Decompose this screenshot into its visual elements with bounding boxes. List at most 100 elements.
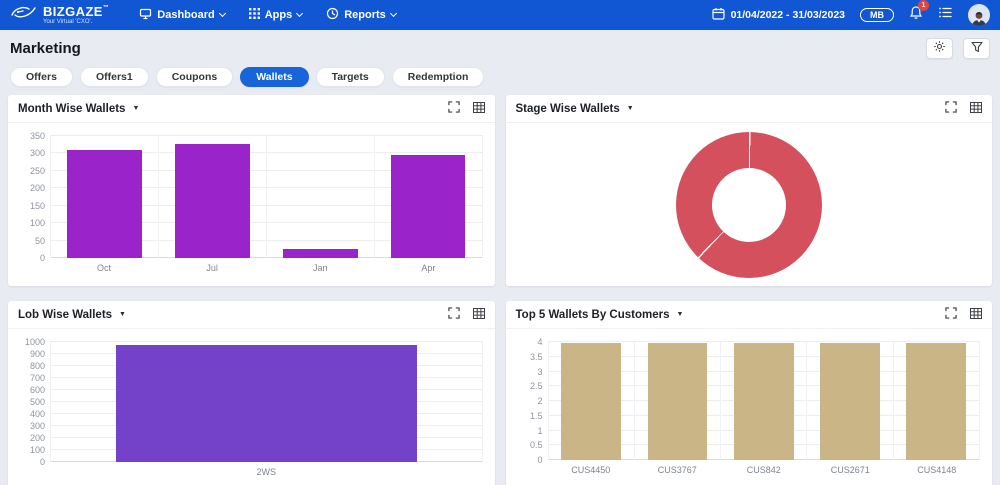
gear-icon bbox=[933, 40, 946, 58]
bar-2WS[interactable] bbox=[115, 345, 417, 462]
bar-CUS2671[interactable] bbox=[820, 342, 880, 460]
x-axis-label: CUS4148 bbox=[917, 465, 957, 475]
x-axis-label: Jul bbox=[206, 263, 218, 273]
card-title: Top 5 Wallets By Customers bbox=[515, 308, 670, 321]
bar-CUS4450[interactable] bbox=[561, 342, 621, 460]
tab-redemption[interactable]: Redemption bbox=[391, 67, 485, 87]
bar-CUS4148[interactable] bbox=[906, 342, 967, 460]
page-title: Marketing bbox=[10, 40, 81, 57]
gridline: 350 bbox=[30, 131, 483, 141]
y-axis-tick: 50 bbox=[34, 235, 45, 246]
tab-offers1[interactable]: Offers1 bbox=[79, 67, 149, 87]
plot-area: 0 100 200 300 400 500 600 700 800 900 1000 bbox=[25, 337, 483, 467]
y-axis-tick: 400 bbox=[29, 409, 45, 419]
user-avatar[interactable] bbox=[968, 4, 990, 26]
settings-button[interactable] bbox=[926, 38, 953, 59]
caret-down-icon[interactable]: ▼ bbox=[626, 105, 634, 112]
y-axis-tick: 3 bbox=[537, 366, 543, 377]
card-lob-wise-wallets: Lob Wise Wallets ▼ 0 100 200 300 400 500 600 70… bbox=[8, 301, 495, 485]
x-axis-label: Apr bbox=[421, 263, 436, 273]
y-axis-tick: 2.5 bbox=[529, 381, 543, 392]
tab-offers[interactable]: Offers bbox=[10, 67, 73, 87]
trademark: ™ bbox=[102, 5, 110, 11]
card-stage-wise-wallets: Stage Wise Wallets ▼ bbox=[505, 95, 993, 286]
x-axis-label: CUS842 bbox=[746, 465, 781, 475]
calendar-icon bbox=[711, 7, 725, 23]
reports-icon bbox=[326, 7, 339, 23]
bar-CUS842[interactable] bbox=[733, 342, 794, 460]
nav-dashboard-label: Dashboard bbox=[157, 9, 215, 21]
donut-chart[interactable] bbox=[675, 131, 822, 278]
gridline: 4 bbox=[537, 337, 980, 347]
nav-dashboard[interactable]: Dashboard bbox=[127, 0, 236, 30]
card-header: Top 5 Wallets By Customers ▼ bbox=[505, 301, 992, 329]
nav-reports-label: Reports bbox=[344, 9, 386, 21]
table-icon[interactable] bbox=[472, 306, 485, 324]
y-axis-tick: 350 bbox=[29, 131, 45, 141]
donut-hole bbox=[711, 167, 786, 242]
caret-down-icon[interactable]: ▼ bbox=[132, 105, 140, 112]
menu-list-button[interactable] bbox=[938, 6, 953, 24]
card-title: Month Wise Wallets bbox=[18, 102, 126, 115]
nav-apps[interactable]: Apps bbox=[237, 0, 315, 30]
tab-targets[interactable]: Targets bbox=[315, 67, 385, 87]
card-header: Month Wise Wallets ▼ bbox=[8, 95, 495, 123]
month-wise-wallets-chart: 0 50 100 150 200 250 300 350 Oct Jul Jan Apr bbox=[8, 131, 495, 273]
date-range-value: 01/04/2022 - 31/03/2023 bbox=[730, 9, 845, 21]
user-initials-badge[interactable]: MB bbox=[860, 8, 894, 22]
y-axis-tick: 600 bbox=[29, 385, 45, 395]
y-axis-tick: 200 bbox=[29, 433, 45, 443]
bar-Oct[interactable] bbox=[67, 149, 142, 258]
stage-wise-wallets-chart bbox=[506, 123, 993, 286]
x-axis-label: CUS3767 bbox=[657, 465, 697, 475]
top5-wallets-chart: 0 0.5 1 1.5 2 2.5 3 3.5 4 CUS4450 CUS3767 CUS842 CUS… bbox=[506, 337, 993, 475]
brand[interactable]: BIZGAZE™ Your Virtual 'CXO'. bbox=[10, 3, 109, 27]
x-axis-label: CUS2671 bbox=[830, 465, 870, 475]
bar-slot bbox=[549, 342, 635, 460]
caret-down-icon[interactable]: ▼ bbox=[119, 311, 126, 318]
nav-reports[interactable]: Reports bbox=[314, 0, 408, 30]
table-icon[interactable] bbox=[970, 100, 982, 118]
expand-icon[interactable] bbox=[945, 306, 957, 324]
tab-wallets[interactable]: Wallets bbox=[240, 67, 309, 87]
table-icon[interactable] bbox=[970, 306, 982, 324]
chevron-down-icon bbox=[389, 9, 397, 18]
x-axis-label: CUS4450 bbox=[571, 465, 611, 475]
bar-slot bbox=[51, 136, 159, 258]
brand-name: BIZGAZE™ bbox=[43, 4, 110, 19]
table-icon[interactable] bbox=[472, 100, 485, 118]
y-axis-tick: 3.5 bbox=[529, 351, 543, 362]
y-axis-tick: 0 bbox=[39, 253, 45, 263]
caret-down-icon[interactable]: ▼ bbox=[676, 311, 684, 318]
tab-coupons[interactable]: Coupons bbox=[155, 67, 234, 87]
y-axis-tick: 0.5 bbox=[529, 440, 543, 451]
filter-button[interactable] bbox=[963, 38, 990, 59]
bar-slot bbox=[375, 136, 483, 258]
bizgaze-logo-icon bbox=[10, 3, 38, 27]
bar-Jul[interactable] bbox=[174, 144, 250, 258]
notifications-button[interactable]: 1 bbox=[909, 0, 929, 25]
y-axis-tick: 0 bbox=[39, 457, 45, 467]
expand-icon[interactable] bbox=[447, 306, 460, 324]
bar-Jan[interactable] bbox=[282, 248, 358, 258]
card-month-wise-wallets: Month Wise Wallets ▼ 0 50 100 150 200 250 300 3… bbox=[8, 95, 495, 286]
y-axis-tick: 1.5 bbox=[529, 410, 543, 421]
lob-wise-wallets-chart: 0 100 200 300 400 500 600 700 800 900 1000 2WS bbox=[8, 337, 495, 477]
y-axis-tick: 2 bbox=[537, 396, 543, 406]
x-axis-label: Oct bbox=[97, 263, 112, 273]
gridline: 1000 bbox=[25, 337, 483, 347]
bar-Apr[interactable] bbox=[390, 155, 466, 258]
expand-icon[interactable] bbox=[447, 100, 460, 118]
brand-tagline: Your Virtual 'CXO'. bbox=[43, 19, 93, 25]
bar-slot bbox=[894, 342, 980, 460]
y-axis-tick: 900 bbox=[29, 349, 45, 359]
card-title: Stage Wise Wallets bbox=[515, 102, 620, 115]
date-range-picker[interactable]: 01/04/2022 - 31/03/2023 bbox=[711, 7, 845, 23]
list-icon bbox=[938, 6, 953, 24]
y-axis-tick: 200 bbox=[29, 183, 45, 194]
bar-CUS3767[interactable] bbox=[647, 342, 708, 460]
page-header: Marketing bbox=[0, 30, 1000, 61]
chevron-down-icon bbox=[218, 9, 226, 18]
report-tabs: Offers Offers1 Coupons Wallets Targets Redemp… bbox=[0, 61, 1000, 95]
expand-icon[interactable] bbox=[945, 100, 957, 118]
